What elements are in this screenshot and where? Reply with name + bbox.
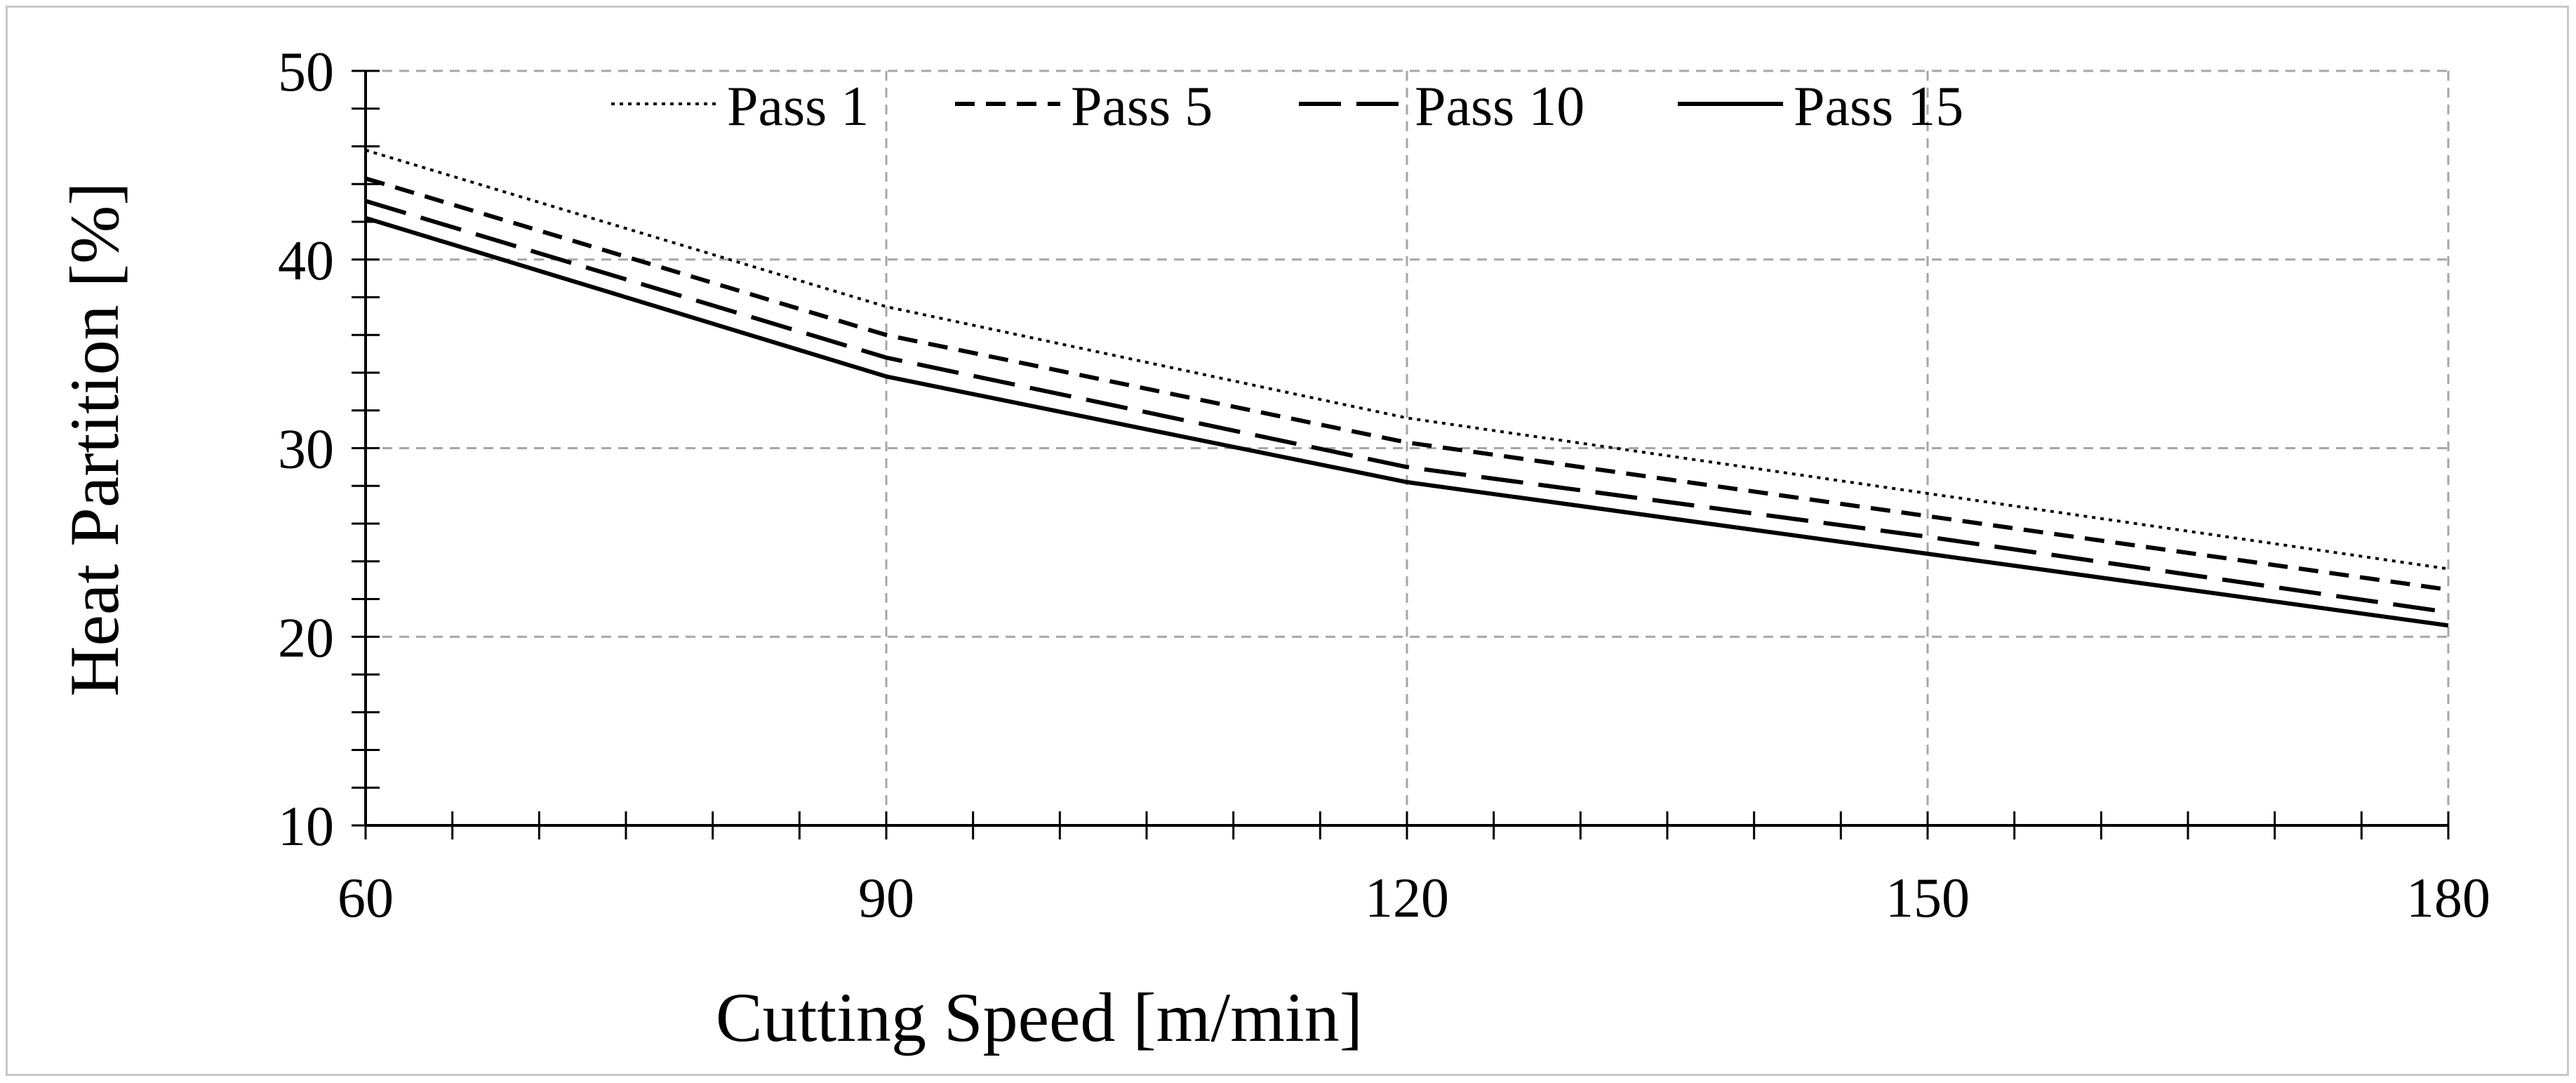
series-lines xyxy=(365,148,2449,628)
legend: Pass 1 Pass 5 Pass 10 Pass 15 xyxy=(611,76,1963,138)
x-tick-label: 90 xyxy=(858,868,914,929)
y-tick-label: 50 xyxy=(278,41,334,103)
x-tick-label: 120 xyxy=(1365,868,1449,929)
legend-label-pass-10: Pass 10 xyxy=(1415,76,1584,138)
grid-lines xyxy=(366,69,2450,825)
x-tick-label: 150 xyxy=(1886,868,1970,929)
series-line-pass-15 xyxy=(365,215,2449,628)
minor-ticks xyxy=(352,69,2450,839)
chart-frame: 60 90 120 150 180 10 20 30 40 50 Pass 1 Pass 5 Pas… xyxy=(6,6,2569,1076)
series-line-pass-5 xyxy=(365,176,2449,592)
axes xyxy=(364,71,2448,827)
x-tick-labels: 60 90 120 150 180 xyxy=(338,868,2490,929)
legend-label-pass-15: Pass 15 xyxy=(1794,76,1963,138)
legend-label-pass-1: Pass 1 xyxy=(727,76,869,138)
y-tick-label: 30 xyxy=(278,419,334,481)
y-tick-label: 10 xyxy=(278,796,334,858)
x-tick-label: 60 xyxy=(338,868,394,929)
legend-label-pass-5: Pass 5 xyxy=(1071,76,1213,138)
x-axis-label: Cutting Speed [m/min] xyxy=(716,978,1363,1056)
y-tick-labels: 10 20 30 40 50 xyxy=(278,41,334,858)
x-tick-label: 180 xyxy=(2406,868,2490,929)
y-axis-label: Heat Partition [%] xyxy=(55,182,133,696)
series-line-pass-10 xyxy=(365,199,2449,615)
y-tick-label: 40 xyxy=(278,230,334,292)
y-tick-label: 20 xyxy=(278,607,334,669)
series-line-pass-1 xyxy=(365,148,2449,571)
